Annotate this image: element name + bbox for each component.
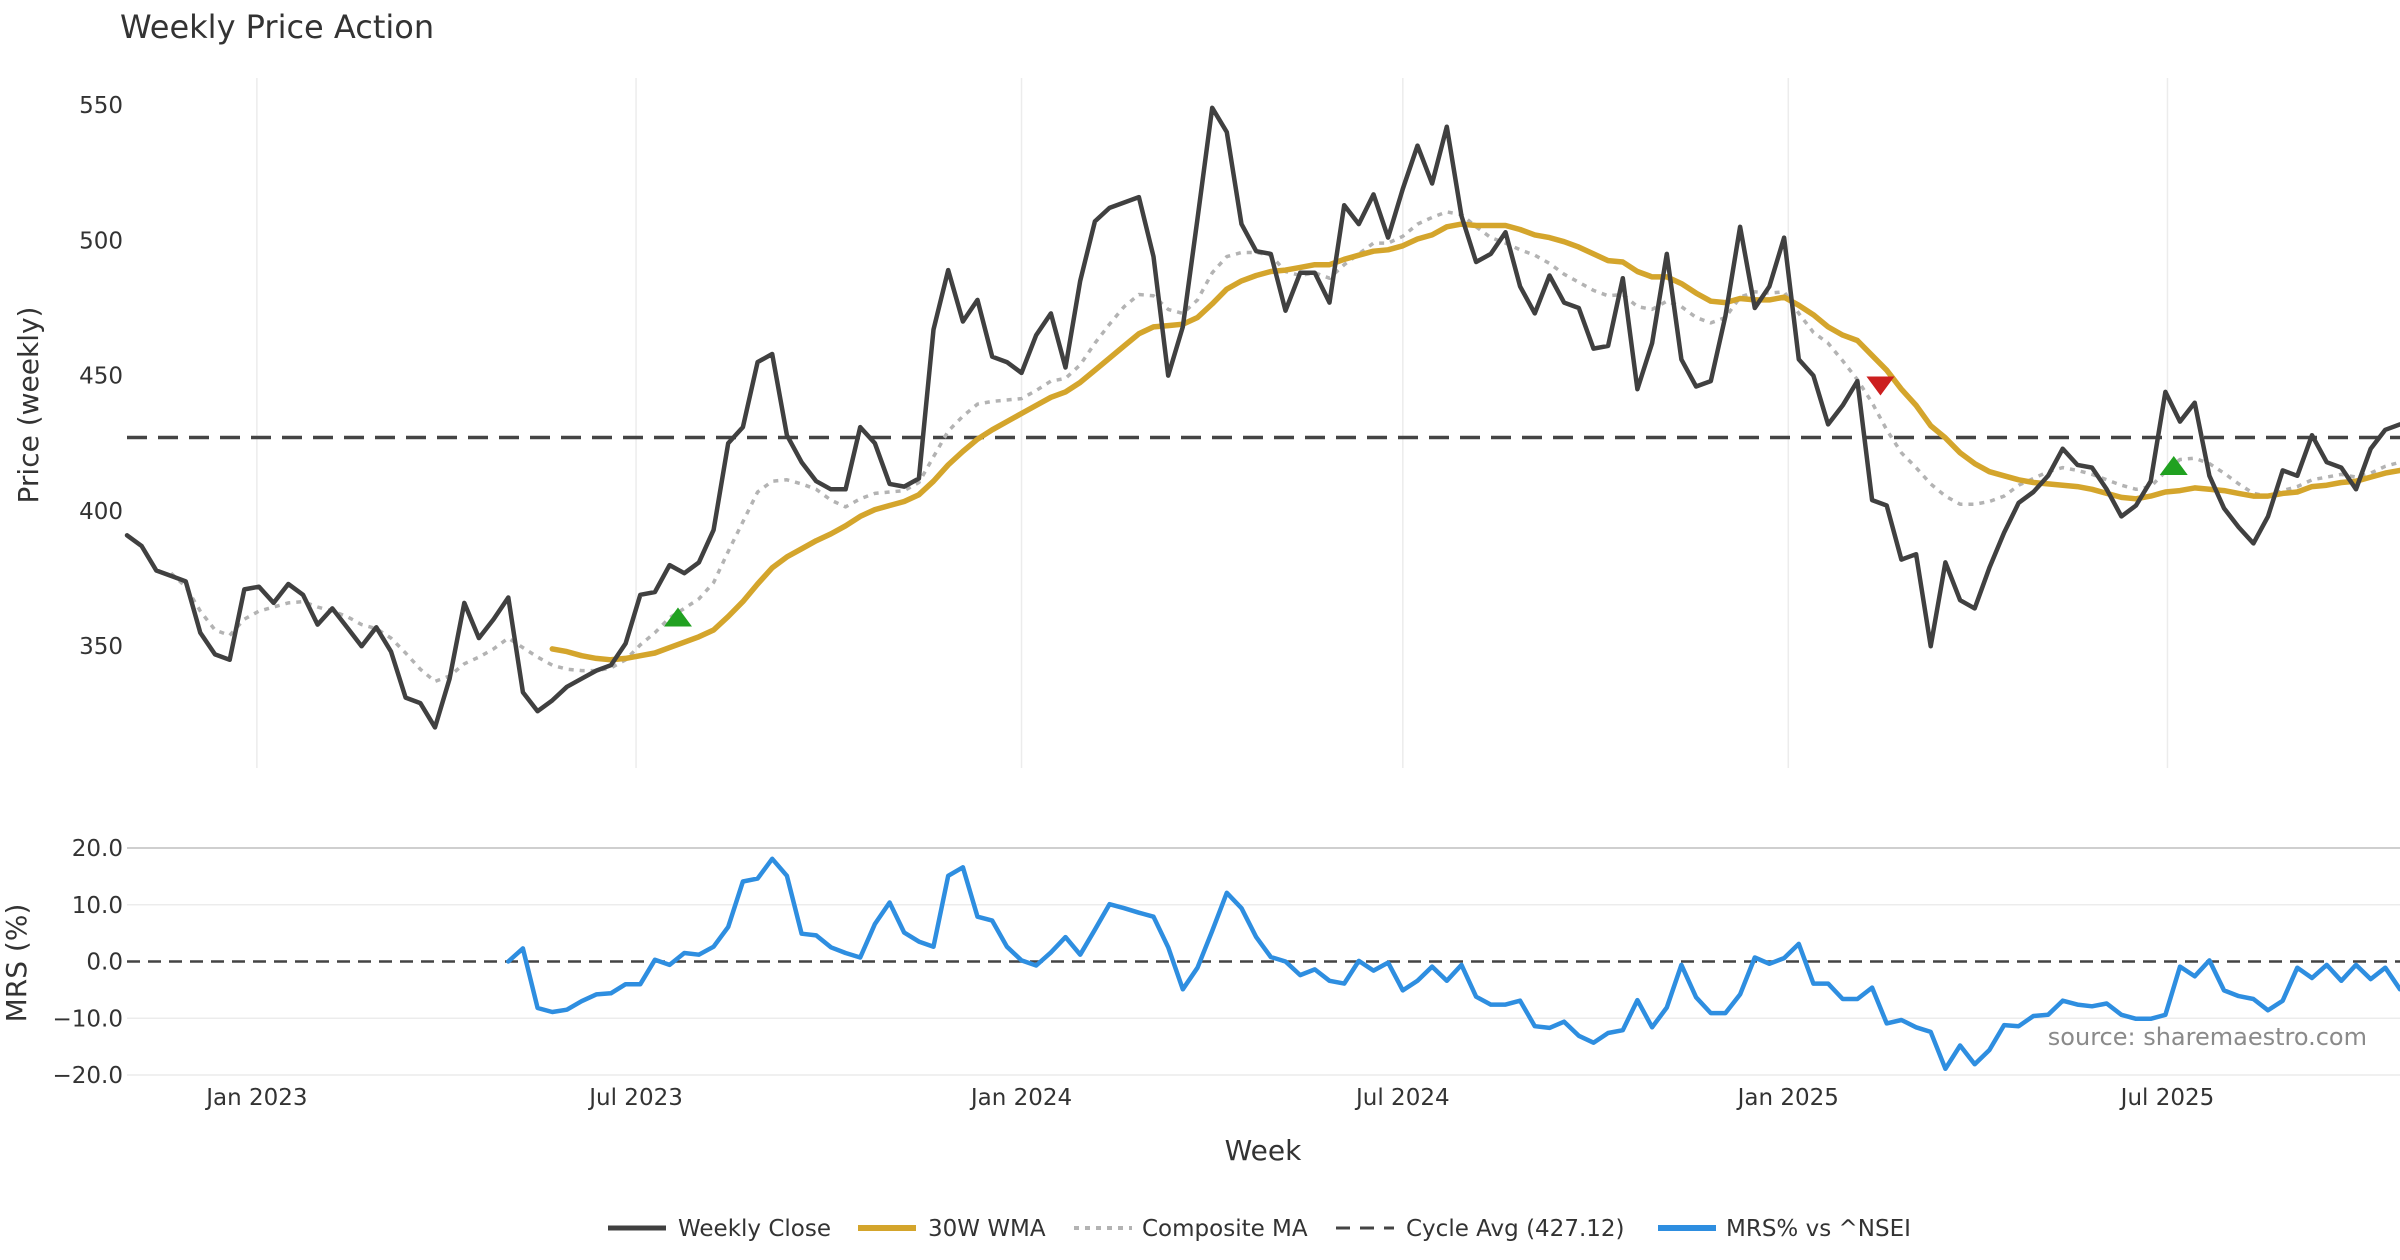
sell-signal-marker-1 [1866, 376, 1895, 396]
chart-title: Weekly Price Action [120, 8, 434, 46]
series-line-weekly-close [124, 105, 2400, 730]
mrs-y-axis-label: MRS (%) [0, 904, 33, 1023]
price-y-tick-0: 350 [79, 634, 123, 660]
legend: Weekly Close 30W WMA Composite MA Cycle … [608, 1216, 1911, 1242]
legend-label-composite-ma: Composite MA [1142, 1216, 1308, 1242]
price-y-axis-label: Price (weekly) [12, 307, 45, 504]
legend-label-30w-wma: 30W WMA [928, 1216, 1046, 1242]
x-tick-2: Jan 2024 [969, 1085, 1072, 1111]
price-gridlines [256, 78, 2169, 768]
price-y-tick-3: 500 [79, 228, 123, 254]
mrs-y-tick-4: −20.0 [53, 1063, 123, 1089]
price-y-tick-4: 550 [79, 93, 123, 119]
mrs-y-ticks: 20.0 10.0 0.0 −10.0 −20.0 [53, 836, 123, 1089]
x-tick-4: Jan 2025 [1736, 1085, 1839, 1111]
mrs-panel: 20.0 10.0 0.0 −10.0 −20.0 [53, 836, 2400, 1089]
legend-label-mrs: MRS% vs ^NSEI [1726, 1216, 1911, 1242]
series-line-mrs-vs-nsei [506, 856, 2400, 1072]
x-axis-label: Week [1225, 1134, 1302, 1167]
signal-markers [663, 376, 2188, 627]
mrs-gridlines [127, 847, 2400, 1076]
x-tick-3: Jul 2024 [1354, 1085, 1450, 1111]
series-line-30w-wma [549, 221, 2400, 663]
buy-signal-marker-2 [2159, 455, 2188, 475]
price-y-tick-1: 400 [79, 499, 123, 525]
legend-label-weekly-close: Weekly Close [678, 1216, 831, 1242]
mrs-y-tick-1: 10.0 [72, 893, 123, 919]
source-note: source: sharemaestro.com [2048, 1023, 2367, 1051]
price-series [124, 105, 2400, 730]
mrs-y-tick-2: 0.0 [86, 950, 123, 976]
x-tick-1: Jul 2023 [587, 1085, 683, 1111]
mrs-y-tick-0: 20.0 [72, 836, 123, 862]
price-y-ticks: 350 400 450 500 550 [79, 93, 123, 660]
x-tick-5: Jul 2025 [2119, 1085, 2215, 1111]
legend-label-cycle-avg: Cycle Avg (427.12) [1406, 1216, 1625, 1242]
price-y-tick-2: 450 [79, 364, 123, 390]
mrs-y-tick-3: −10.0 [53, 1006, 123, 1032]
x-tick-labels: Jan 2023 Jul 2023 Jan 2024 Jul 2024 Jan 2025… [204, 1085, 2214, 1111]
series-line-composite-ma [169, 210, 2400, 684]
buy-signal-marker-0 [663, 607, 692, 627]
price-panel: 350 400 450 500 550 [79, 78, 2400, 768]
x-tick-0: Jan 2023 [204, 1085, 307, 1111]
mrs-series [506, 856, 2400, 1072]
